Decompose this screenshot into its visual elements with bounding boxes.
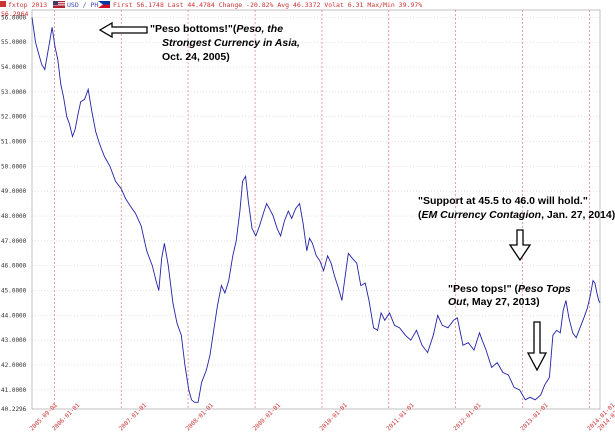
annotation-peso-bottoms: "Peso bottoms!"(Peso, the Strongest Curre… xyxy=(150,23,300,63)
annotation-segment: "Support at 45.5 to 46.0 will hold." xyxy=(418,195,588,207)
annotation-segment: EM Currency Contagion xyxy=(422,209,542,221)
annotation-line: Out, May 27, 2013) xyxy=(448,296,540,308)
x-tick-label: 2013-01-01 xyxy=(519,402,550,433)
annotation-segment: "Peso tops!" ( xyxy=(448,283,519,295)
x-tick-label: 2007-01-01 xyxy=(118,402,149,433)
y-tick-label: 53.0000 xyxy=(1,89,27,96)
annotation-segment: , May 27, 2013) xyxy=(466,296,540,308)
y-tick-label: 51.0000 xyxy=(1,139,27,146)
annotation-segment: "Peso bottoms!"( xyxy=(150,23,237,35)
plot-frame xyxy=(31,9,601,410)
down-arrow-icon xyxy=(526,321,548,372)
stats-label: First 56.1748 Last 44.4784 Change -20.82… xyxy=(113,1,422,9)
y-tick-label: 45.0000 xyxy=(1,288,27,295)
x-tick-label: 2008-01-01 xyxy=(185,402,216,433)
top-value-label: 56.2964 xyxy=(1,10,28,18)
x-tick-label: 2010-01-01 xyxy=(318,402,349,433)
annotation-segment: ( xyxy=(418,209,422,221)
annotation-segment: Peso Tops xyxy=(518,283,571,295)
y-tick-label: 47.0000 xyxy=(1,238,27,245)
y-axis: 41.0000 42.0000 43.0000 44.0000 45.0000 46.00… xyxy=(1,14,27,413)
annotation-line: "Peso tops!" (Peso Tops xyxy=(448,283,571,295)
y-tick-label: 49.0000 xyxy=(1,188,27,195)
y-tick-label: 46.0000 xyxy=(1,263,27,270)
y-tick-label: 56.0000 xyxy=(1,14,27,21)
y-tick-label: 40.2296 xyxy=(1,406,27,413)
annotation-line: Oct. 24, 2005) xyxy=(162,51,230,63)
left-arrow-icon xyxy=(98,21,148,39)
annotation-segment: , Jan. 27, 2014) xyxy=(541,209,615,221)
logo-icon xyxy=(0,1,6,7)
down-arrow-icon xyxy=(508,229,532,262)
grid xyxy=(31,9,601,410)
annotation-segment: Out xyxy=(448,296,467,308)
y-tick-label: 44.0000 xyxy=(1,312,27,319)
x-tick-label: 2011-01-01 xyxy=(385,402,416,433)
x-tick-label: 2009-01-01 xyxy=(252,402,283,433)
y-tick-label: 50.0000 xyxy=(1,163,27,170)
series-line xyxy=(31,17,601,403)
annotation-line: "Peso bottoms!"(Peso, the xyxy=(150,23,283,35)
y-tick-label: 42.0000 xyxy=(1,362,27,369)
chart-header: fxtop 2013 USD / PHP First 56.1748 Last … xyxy=(0,1,422,18)
y-tick-label: 54.0000 xyxy=(1,64,27,71)
ph-flag-icon xyxy=(98,1,110,8)
y-tick-label: 43.0000 xyxy=(1,337,27,344)
annotations: "Peso bottoms!"(Peso, the Strongest Curre… xyxy=(150,23,615,308)
annotation-segment: Strongest Currency in Asia, xyxy=(162,37,300,49)
annotation-line: (EM Currency Contagion, Jan. 27, 2014) xyxy=(418,209,615,221)
annotation-support: "Support at 45.5 to 46.0 will hold." (EM … xyxy=(418,195,615,221)
x-tick-label: 2012-01-01 xyxy=(452,402,483,433)
source-label: fxtop 2013 xyxy=(8,1,47,9)
annotation-line: "Support at 45.5 to 46.0 will hold." xyxy=(418,195,588,207)
annotation-line: Strongest Currency in Asia, xyxy=(162,37,300,49)
y-tick-label: 41.0000 xyxy=(1,387,27,394)
y-tick-label: 48.0000 xyxy=(1,213,27,220)
y-tick-label: 52.0000 xyxy=(1,114,27,121)
us-flag-icon xyxy=(53,1,65,8)
annotation-segment: Oct. 24, 2005) xyxy=(162,51,230,63)
y-tick-label: 55.0000 xyxy=(1,39,27,46)
pair-label: USD / PHP xyxy=(67,1,102,9)
annotation-segment: Peso, the xyxy=(236,23,283,35)
